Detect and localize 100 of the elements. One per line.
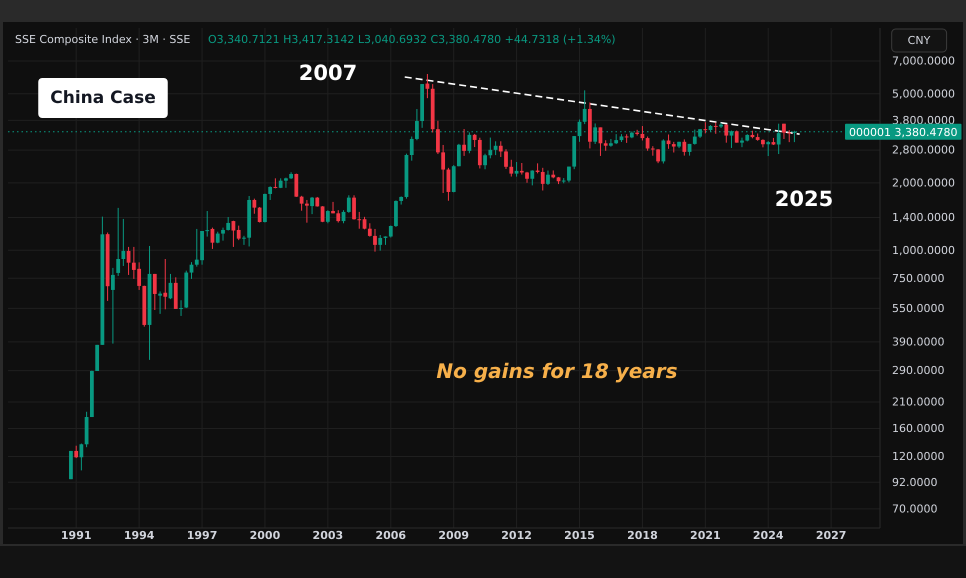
candlestick — [536, 162, 540, 174]
candlestick — [504, 148, 508, 170]
x-tick-label: 2006 — [375, 528, 406, 542]
text: SSE Composite Index · 3M · SSE — [15, 33, 190, 46]
candlestick — [436, 120, 440, 155]
candlestick — [168, 273, 172, 300]
annotation: China Case — [50, 88, 156, 108]
candlestick — [462, 128, 466, 156]
candlestick — [226, 216, 230, 232]
x-tick-label: 1991 — [60, 528, 92, 542]
x-tick-label: 2024 — [752, 528, 784, 542]
candlestick — [221, 227, 225, 242]
candlestick — [514, 162, 518, 178]
candlestick — [740, 137, 744, 148]
annotation: 2025 — [774, 187, 834, 211]
candlestick — [672, 141, 676, 153]
y-tick-label: 70.0000 — [892, 502, 938, 516]
candlestick — [646, 136, 650, 152]
y-tick-label: 92.0000 — [892, 476, 938, 489]
x-tick-label: 2027 — [816, 528, 846, 542]
candlestick — [258, 206, 262, 224]
y-tick-label: 290.0000 — [892, 364, 944, 378]
candlestick — [268, 186, 272, 200]
candlestick — [152, 273, 157, 310]
candlestick — [210, 227, 214, 250]
candlestick — [111, 267, 115, 344]
candlestick — [352, 194, 356, 220]
candlestick — [326, 210, 330, 224]
candlestick — [456, 143, 461, 167]
candlestick — [410, 136, 414, 162]
candlestick — [582, 90, 587, 125]
candlestick — [331, 201, 335, 214]
candlestick — [441, 144, 446, 194]
candlestick — [488, 137, 492, 159]
candlestick — [190, 262, 194, 280]
y-tick-label: 390.0000 — [892, 335, 944, 348]
y-tick-label: 1,400.0000 — [892, 211, 955, 224]
ref-line-label: 000001 3,380.4780 — [849, 126, 958, 139]
candlestick — [734, 130, 739, 144]
y-tick-label: 160.0000 — [892, 422, 944, 435]
candlestick — [242, 235, 246, 246]
annotation: No gains for 18 years — [436, 359, 678, 383]
candlestick — [703, 122, 708, 134]
candlestick — [540, 167, 545, 191]
y-tick-label: 2,800.0000 — [892, 144, 955, 157]
x-tick-label: 2003 — [312, 528, 344, 542]
candlestick — [79, 443, 84, 471]
y-tick-label: 120.0000 — [892, 450, 944, 463]
candlestick — [305, 199, 309, 224]
candlestick — [483, 153, 487, 170]
candlestick — [546, 170, 550, 186]
candlestick — [656, 148, 660, 164]
candlestick — [724, 124, 728, 144]
candlestick — [467, 132, 472, 154]
candlestick — [525, 171, 529, 184]
candlestick — [158, 290, 162, 314]
y-tick-label: 2,000.0000 — [892, 176, 955, 190]
y-tick-label: 550.0000 — [892, 302, 944, 315]
x-tick-label: 2009 — [438, 528, 470, 542]
candlestick — [116, 207, 120, 276]
candlestick — [126, 246, 130, 276]
candlestick — [714, 122, 718, 134]
candlestick — [342, 210, 346, 224]
x-tick-label: 1997 — [186, 528, 218, 542]
candlestick — [650, 146, 655, 156]
x-tick-label: 1994 — [124, 528, 155, 542]
y-tick-label: 750.0000 — [892, 272, 944, 285]
candlestick — [530, 170, 534, 186]
candlestick — [273, 178, 278, 189]
candlestick — [300, 195, 304, 212]
candlestick — [787, 130, 792, 143]
x-tick-label: 2015 — [564, 528, 595, 542]
candlestick — [310, 196, 314, 215]
candlestick — [74, 445, 78, 459]
candlestick — [426, 74, 430, 99]
candlestick — [294, 173, 298, 198]
candlestick — [388, 224, 393, 238]
candlestick — [666, 134, 670, 150]
candlestick — [368, 222, 372, 238]
candlestick — [179, 300, 183, 316]
candlestick — [284, 177, 288, 188]
candlestick — [782, 123, 786, 140]
candlestick — [205, 210, 210, 238]
text: O3,340.7121 H3,417.3142 L3,040.6932 C3,380.4780 +44.7318 (+1.34%) — [208, 33, 616, 46]
candlestick — [494, 140, 498, 156]
y-tick-label: 1,000.0000 — [892, 244, 955, 257]
y-tick-label: 210.0000 — [892, 396, 944, 409]
y-tick-label: 5,000.0000 — [892, 87, 955, 100]
candlestick — [121, 218, 126, 266]
x-tick-label: 2000 — [250, 528, 281, 542]
y-tick-label: 3,800.0000 — [892, 114, 955, 127]
x-tick-label: 2021 — [690, 528, 721, 542]
candlestick — [472, 133, 477, 148]
candlestick — [661, 138, 666, 164]
annotation: 2007 — [298, 61, 358, 85]
y-tick-label: 7,000.0000 — [892, 54, 955, 68]
x-tick-label: 2018 — [627, 528, 658, 542]
candlestick — [373, 228, 377, 252]
candlestick — [598, 126, 602, 156]
candlestick — [682, 138, 686, 156]
